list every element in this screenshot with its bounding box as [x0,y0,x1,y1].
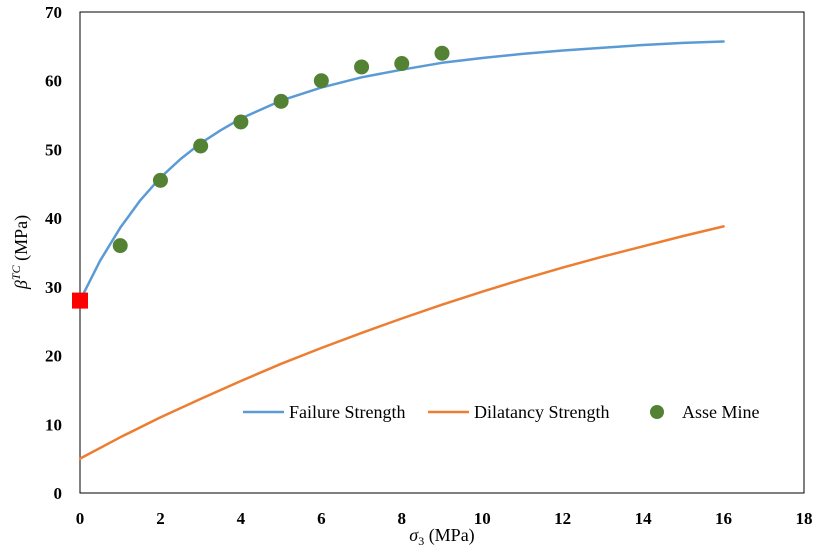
y-axis-symbol: β [11,280,31,290]
y-tick-label: 30 [45,278,62,297]
x-tick-label: 8 [398,509,407,528]
x-tick-label: 12 [554,509,571,528]
x-tick-label: 18 [796,509,813,528]
x-tick-label: 16 [715,509,732,528]
legend: Failure Strength Dilatancy Strength Asse… [243,402,760,422]
x-tick-label: 10 [474,509,491,528]
x-tick-labels: 0 2 4 6 8 10 12 14 16 18 [76,509,813,528]
y-tick-label: 70 [45,3,62,22]
data-point-asse-mine [233,114,249,130]
data-point-asse-mine [394,56,410,72]
data-point-asse-mine [152,172,168,188]
x-tick-label: 4 [237,509,246,528]
data-point-asse-mine [193,138,209,154]
y-tick-label: 10 [45,415,62,434]
data-point-asse-mine [313,73,329,89]
x-tick-label: 0 [76,509,85,528]
x-axis-title: σ3 (MPa) [409,525,474,548]
legend-failure-label: Failure Strength [289,402,405,422]
y-axis-title: βTC (MPa) [9,215,32,290]
y-tick-label: 20 [45,347,62,366]
data-point-asse-mine [273,93,289,109]
legend-dilatancy-label: Dilatancy Strength [474,402,609,422]
x-tick-label: 2 [156,509,165,528]
x-tick-label: 14 [635,509,653,528]
series-layer [72,40,725,460]
x-tick-label: 6 [317,509,326,528]
y-tick-label: 0 [54,484,63,503]
y-axis-unit: (MPa) [11,215,32,266]
y-tick-labels: 0 10 20 30 40 50 60 70 [45,3,62,503]
y-axis-superscript: TC [9,264,23,280]
series-line-dilatancy-strength [78,225,725,460]
data-point-asse-mine [354,59,370,75]
data-point-asse-mine [112,238,128,254]
x-axis-symbol: σ [409,525,419,545]
intercept-marker [72,292,88,309]
x-axis-unit: (MPa) [424,525,475,546]
y-tick-label: 60 [45,72,62,91]
legend-asse-marker [650,405,664,419]
x-axis-subscript: 3 [418,534,424,548]
data-point-asse-mine [434,45,450,61]
legend-asse-label: Asse Mine [682,402,760,422]
y-tick-label: 40 [45,209,62,228]
y-tick-label: 50 [45,140,62,159]
